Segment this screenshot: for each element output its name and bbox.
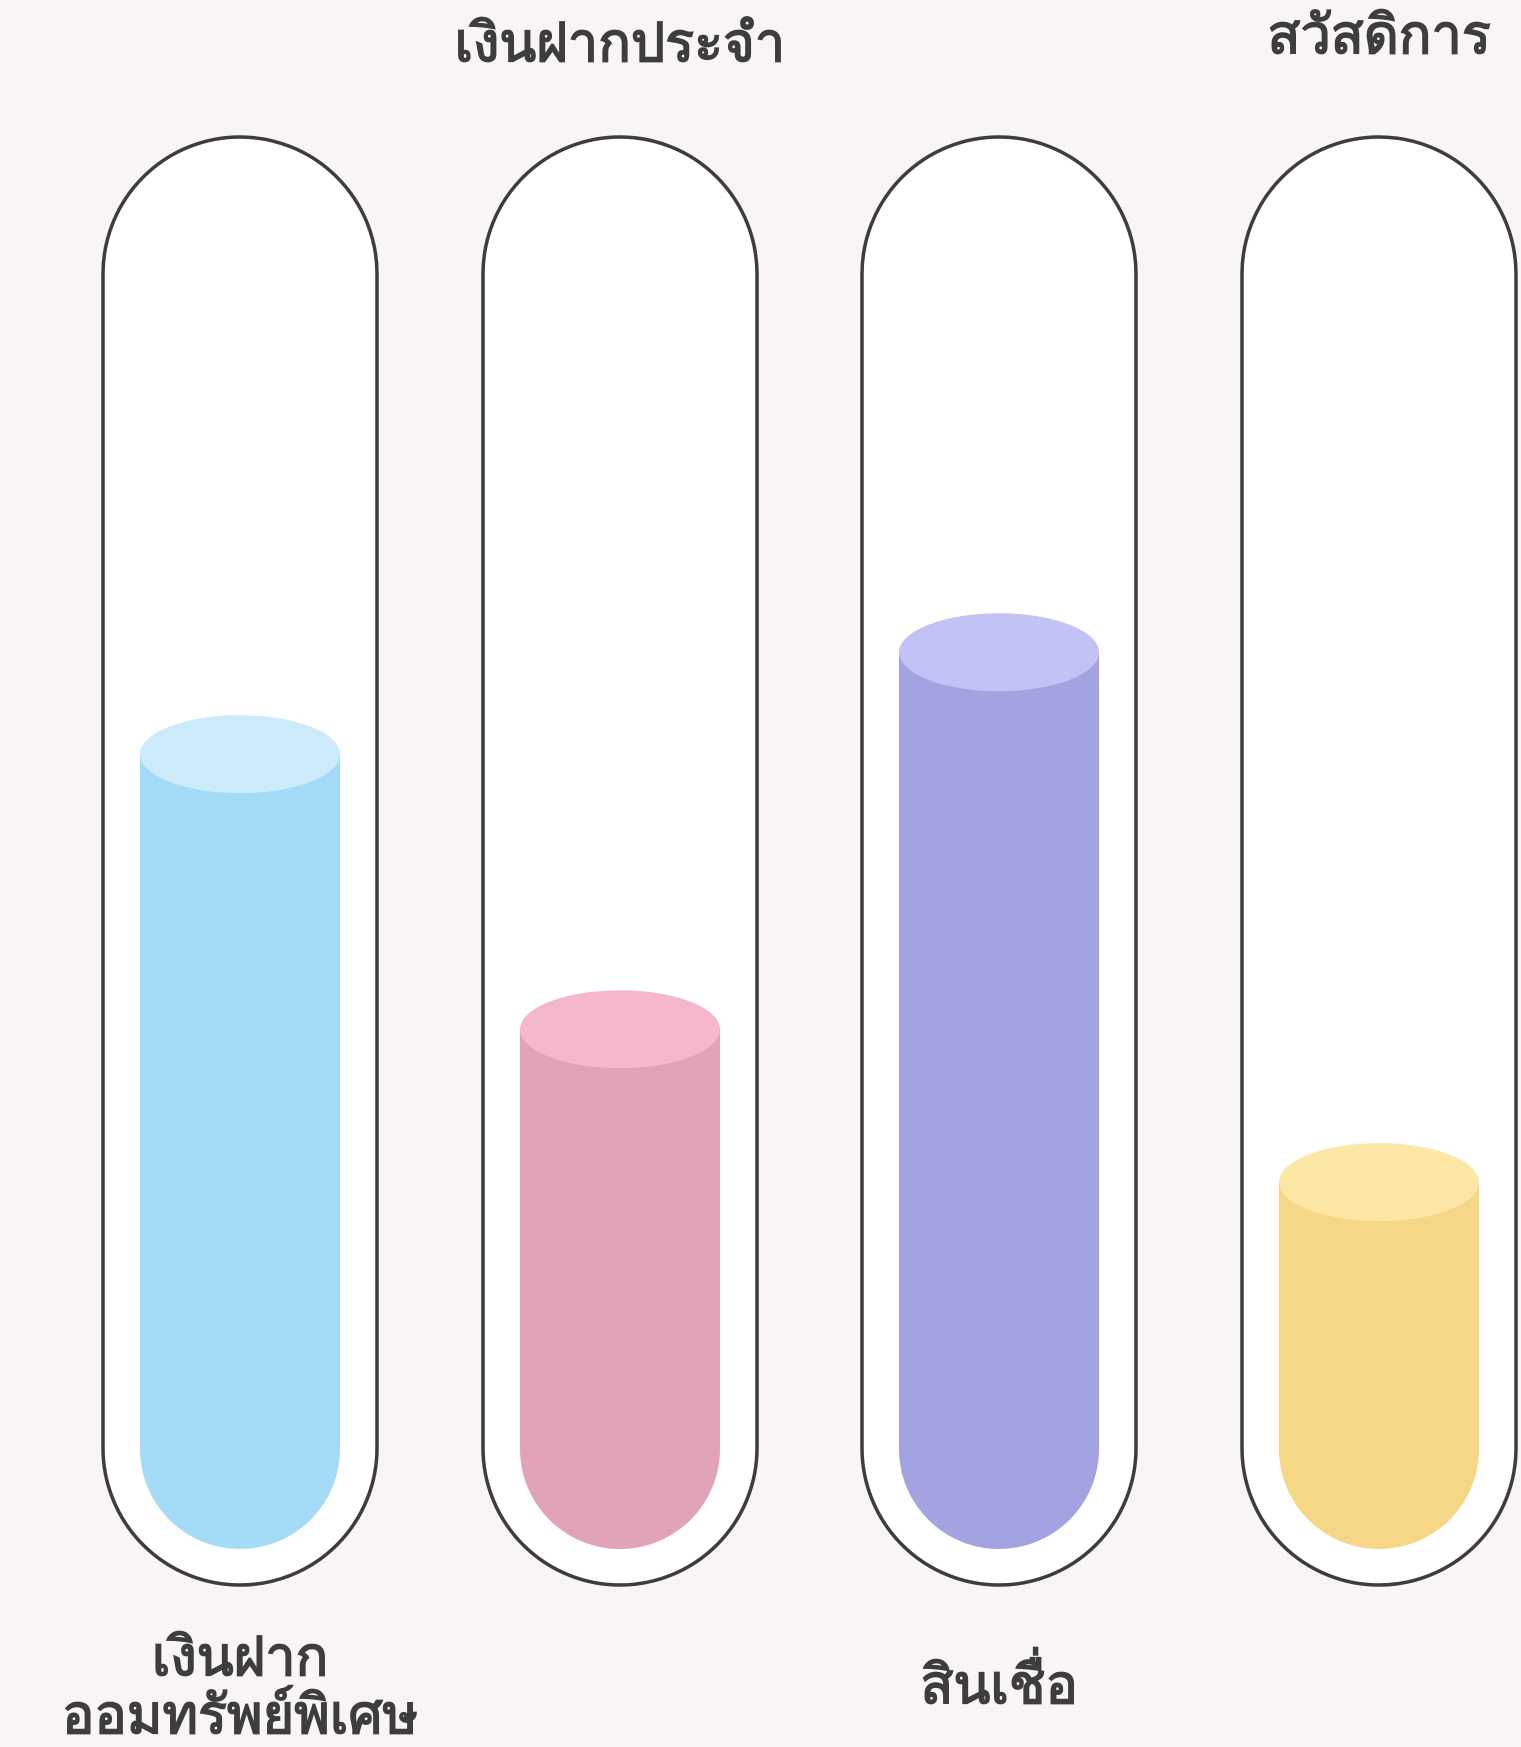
- bar-1: [140, 754, 340, 1549]
- category-label-2-line-1: เงินฝากประจำ: [454, 11, 786, 74]
- bar-2: [520, 1029, 720, 1549]
- bar-1-top: [140, 715, 340, 794]
- category-label-1-line-2: ออมทรัพย์พิเศษ: [62, 1683, 419, 1747]
- bar-3-top: [899, 613, 1099, 692]
- category-label-3: สินเชื่อ: [920, 1653, 1078, 1716]
- bar-3: [899, 652, 1099, 1549]
- category-label-1-line-1: เงินฝาก: [151, 1625, 329, 1688]
- bar-4: [1279, 1182, 1479, 1549]
- bar-2-top: [520, 990, 720, 1069]
- bar-4-top: [1279, 1143, 1479, 1222]
- category-label-3-line-1: สินเชื่อ: [920, 1653, 1078, 1716]
- category-label-2: เงินฝากประจำ: [454, 11, 786, 74]
- category-label-4-line-1: สวัสดิการ: [1267, 3, 1491, 66]
- category-label-1: เงินฝาก ออมทรัพย์พิเศษ: [62, 1625, 419, 1747]
- category-label-4: สวัสดิการ: [1267, 3, 1491, 66]
